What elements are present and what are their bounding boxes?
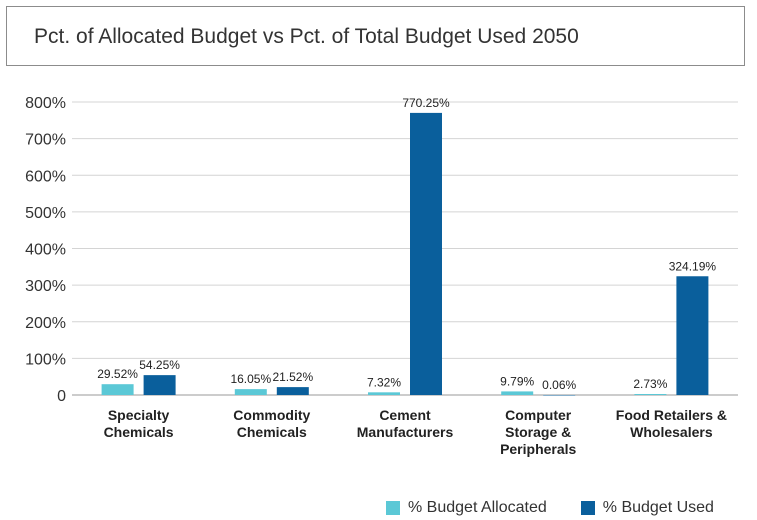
bar-allocated xyxy=(368,392,400,395)
data-label: 0.06% xyxy=(542,378,576,392)
bar-used xyxy=(276,387,309,395)
bar-used xyxy=(410,112,442,395)
bar-used xyxy=(143,375,176,395)
data-label: 29.52% xyxy=(97,367,138,381)
bar-allocated xyxy=(634,394,667,395)
x-category-label: Computer Storage & Peripherals xyxy=(500,407,576,457)
bar-used xyxy=(543,394,576,396)
data-label: 9.79% xyxy=(500,374,534,388)
chart-title: Pct. of Allocated Budget vs Pct. of Tota… xyxy=(34,25,579,48)
chart-title-box: Pct. of Allocated Budget vs Pct. of Tota… xyxy=(6,6,745,66)
data-label: 770.25% xyxy=(402,96,450,110)
y-tick-label: 800% xyxy=(25,95,66,112)
data-label: 2.73% xyxy=(633,377,667,391)
y-tick-label: 100% xyxy=(25,351,66,368)
data-label: 21.52% xyxy=(272,370,313,384)
legend-item-used: % Budget Used xyxy=(580,499,714,517)
legend-swatch-used xyxy=(580,501,595,515)
legend-swatch-allocated xyxy=(386,501,400,515)
legend-item-allocated: % Budget Allocated xyxy=(386,499,547,517)
x-category-label: Commodity Chemicals xyxy=(233,407,310,440)
data-label: 54.25% xyxy=(139,358,180,372)
x-category-label: Food Retailers & Wholesalers xyxy=(616,407,727,440)
chart-legend: % Budget Allocated % Budget Used xyxy=(386,498,714,518)
y-tick-label: 0 xyxy=(57,388,66,405)
y-tick-label: 500% xyxy=(25,205,66,222)
y-tick-label: 600% xyxy=(25,168,66,185)
y-tick-label: 700% xyxy=(25,132,66,149)
bar-allocated xyxy=(501,391,534,395)
y-tick-label: 200% xyxy=(25,315,66,332)
bar-used xyxy=(676,276,709,395)
bar-chart: 0 100% 200% 300% 400% 500% 600% 700% 800% 29.52%5… xyxy=(25,95,738,457)
x-category-label: Specialty Chemicals xyxy=(104,407,174,440)
x-category-label: Cement Manufacturers xyxy=(357,407,454,440)
legend-label-used: % Budget Used xyxy=(602,499,714,516)
y-tick-label: 400% xyxy=(25,242,66,259)
data-label: 324.19% xyxy=(669,259,717,273)
data-label: 16.05% xyxy=(230,372,271,386)
y-tick-label: 300% xyxy=(25,278,66,295)
bar-allocated xyxy=(234,389,267,395)
bar-allocated xyxy=(101,384,134,395)
legend-label-allocated: % Budget Allocated xyxy=(408,499,547,516)
data-label: 7.32% xyxy=(367,375,401,389)
